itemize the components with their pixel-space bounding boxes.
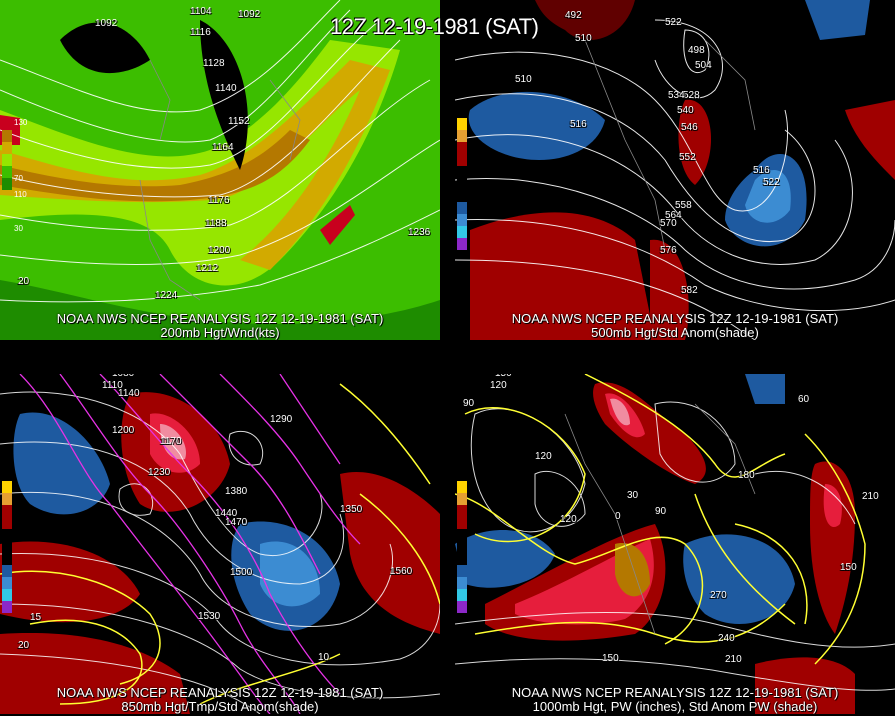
- contour-label: 522: [763, 177, 780, 188]
- contour-label: 534: [668, 90, 685, 101]
- legend-label: 110: [14, 190, 27, 199]
- panel-500mb: 492 510 522 510 516 528 498 504 534 540 …: [455, 0, 895, 340]
- contour-label: 150: [495, 374, 512, 379]
- contour-label: 1104: [190, 6, 212, 17]
- contour-label: 90: [463, 398, 475, 409]
- contour-label: 210: [725, 654, 742, 665]
- contour-label: 1500: [230, 567, 253, 578]
- panel-850mb-caption: 850mb Hgt/Tmp/Std Anom(shade): [121, 699, 319, 714]
- panel-500mb-caption: 500mb Hgt/Std Anom(shade): [591, 325, 759, 340]
- contour-label: 1164: [212, 142, 234, 153]
- contour-label: 1092: [238, 9, 261, 20]
- contour-label: 15: [30, 612, 42, 623]
- panel-200mb-source: NOAA NWS NCEP REANALYSIS 12Z 12-19-1981 …: [56, 311, 384, 326]
- contour-label: 1530: [198, 611, 221, 622]
- contour-label: 1470: [225, 517, 248, 528]
- contour-label: 1170: [160, 436, 182, 447]
- contour-label: 1140: [118, 388, 140, 399]
- contour-label: 1200: [208, 245, 231, 256]
- contour-label: 564: [665, 210, 682, 221]
- panel-1000mb-map: [455, 374, 895, 714]
- contour-label: 1200: [112, 425, 135, 436]
- contour-label: 498: [688, 45, 705, 56]
- panel-850mb-map: [0, 374, 440, 714]
- contour-label: 1440: [215, 508, 238, 519]
- contour-label: 1116: [190, 27, 211, 38]
- contour-label: 120: [535, 451, 552, 462]
- contour-label: 210: [862, 491, 879, 502]
- contour-label: 522: [665, 17, 682, 28]
- panel-1000mb: 150 120 90 120 120 30 0 180 90 210 150 2…: [455, 374, 895, 714]
- contour-label: 510: [575, 33, 592, 44]
- page-title: 12Z 12-19-1981 (SAT): [330, 14, 539, 39]
- panel-1000mb-caption: 1000mb Hgt, PW (inches), Std Anom PW (sh…: [532, 699, 818, 714]
- panel-200mb-map: [0, 0, 440, 340]
- panel-200mb-legend: 130 110 70 30: [2, 118, 27, 233]
- contour-label: 582: [681, 285, 698, 296]
- panel-1000mb-source: NOAA NWS NCEP REANALYSIS 12Z 12-19-1981 …: [511, 685, 839, 700]
- contour-label: 1152: [228, 116, 250, 127]
- contour-label: 570: [660, 218, 677, 229]
- contour-label: 90: [655, 506, 667, 517]
- panel-850mb-source: NOAA NWS NCEP REANALYSIS 12Z 12-19-1981 …: [56, 685, 384, 700]
- contour-label: 150: [840, 562, 857, 573]
- panel-500mb-source: NOAA NWS NCEP REANALYSIS 12Z 12-19-1981 …: [511, 311, 839, 326]
- panel-850mb-legend: [2, 481, 16, 613]
- contour-label: 510: [515, 74, 532, 85]
- contour-label: 1560: [390, 566, 413, 577]
- legend-label: 130: [14, 118, 28, 127]
- contour-label: 1350: [340, 504, 363, 515]
- contour-label: 1236: [408, 227, 431, 238]
- contour-label: 120: [560, 514, 577, 525]
- contour-label: 516: [570, 119, 587, 130]
- contour-label: 60: [798, 394, 810, 405]
- contour-label: 1110: [102, 380, 123, 391]
- contour-label: 528: [683, 90, 700, 101]
- contour-label: 10: [318, 652, 330, 663]
- contour-label: 1212: [196, 263, 219, 274]
- contour-label: 270: [710, 590, 727, 601]
- legend-label: 30: [14, 224, 23, 233]
- contour-label: 30: [627, 490, 639, 501]
- contour-label: 1224: [155, 290, 178, 301]
- contour-label: 1128: [203, 58, 225, 69]
- panel-200mb: 130 110 70 30 1092 1104 1092 1116 1128 1…: [0, 0, 440, 340]
- contour-label: 1290: [270, 414, 293, 425]
- contour-label: 558: [675, 200, 692, 211]
- contour-label: 1188: [205, 218, 227, 229]
- contour-label: 516: [753, 165, 770, 176]
- contour-label: 20: [18, 276, 30, 287]
- contour-label: 240: [718, 633, 735, 644]
- contour-label: 0: [615, 511, 621, 522]
- legend-label: 70: [14, 174, 23, 183]
- contour-label: 504: [695, 60, 712, 71]
- contour-label: 20: [18, 640, 30, 651]
- contour-label: 540: [677, 105, 694, 116]
- contour-label: 150: [602, 653, 619, 664]
- contour-label: 492: [565, 10, 582, 21]
- panel-500mb-map: [455, 0, 895, 340]
- contour-label: 552: [679, 152, 696, 163]
- contour-label: 1380: [225, 486, 248, 497]
- panel-1000mb-legend: [457, 481, 471, 613]
- contour-label: 1092: [95, 18, 118, 29]
- contour-label: 180: [738, 470, 755, 481]
- contour-label: 120: [490, 380, 507, 391]
- contour-label: 546: [681, 122, 698, 133]
- panel-500mb-legend: [457, 118, 471, 250]
- contour-label: 1080: [112, 374, 134, 379]
- contour-label: 1140: [215, 83, 237, 94]
- panel-200mb-caption: 200mb Hgt/Wnd(kts): [160, 325, 280, 340]
- contour-label: 1176: [208, 195, 230, 206]
- contour-label: 1230: [148, 467, 171, 478]
- panel-850mb: 1080 1110 1140 1200 1170 1230 1290 1350 …: [0, 374, 440, 714]
- contour-label: 576: [660, 245, 677, 256]
